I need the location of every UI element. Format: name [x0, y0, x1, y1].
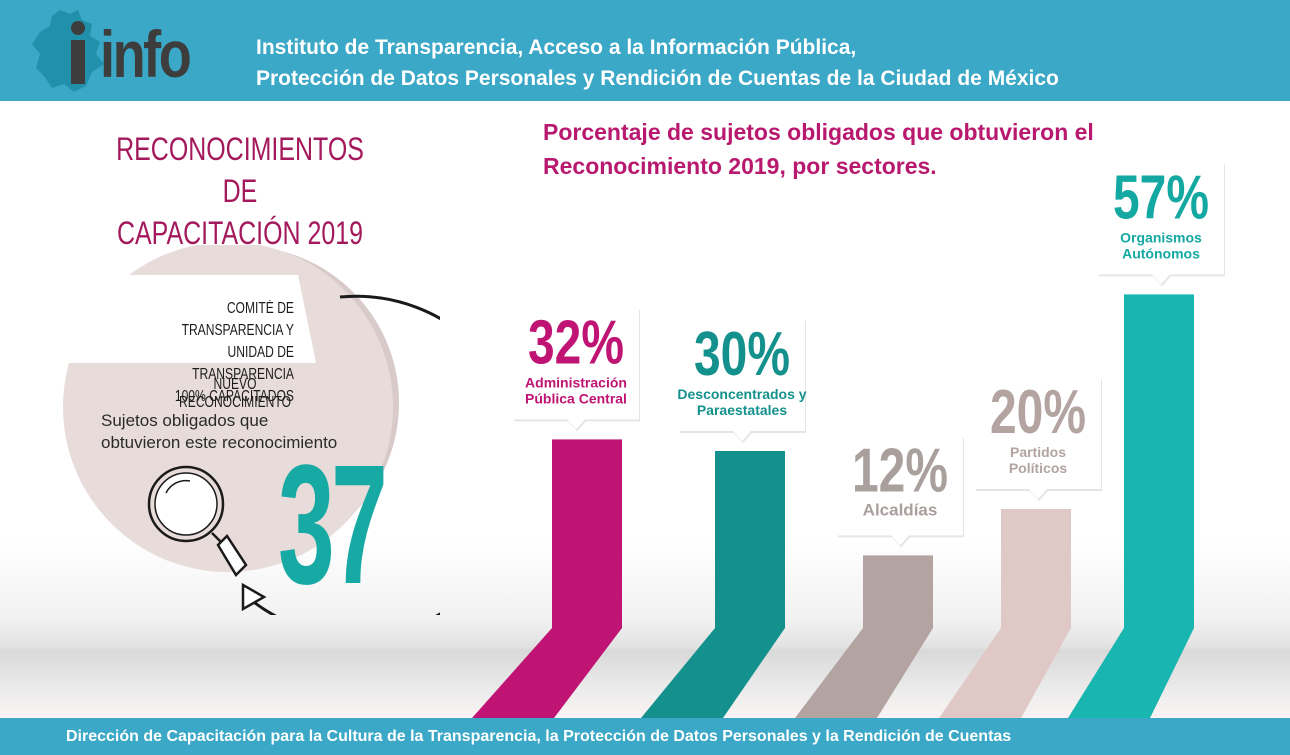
- header-title: Instituto de Transparencia, Acceso a la …: [256, 32, 1059, 94]
- category-label: Paraestatales: [697, 402, 788, 418]
- label-card: [837, 435, 963, 546]
- value-label: 20%: [990, 378, 1086, 447]
- value-label: 12%: [852, 436, 948, 505]
- value-label: 32%: [528, 308, 624, 377]
- committee-line1: COMITÉ DE TRANSPARENCIA Y: [181, 300, 294, 339]
- header-title-line1: Instituto de Transparencia, Acceso a la …: [256, 36, 857, 59]
- bar-floor-band: [795, 628, 933, 718]
- category-label: Desconcentrados y: [677, 386, 806, 402]
- value-label: 30%: [694, 320, 790, 389]
- label-card: [679, 319, 805, 441]
- info-logo-text: info: [100, 17, 192, 91]
- sujetos-line2: obtuvieron este reconocimiento: [101, 433, 338, 452]
- recognition-circle-graphic: [58, 245, 440, 615]
- category-label: Organismos: [1120, 229, 1202, 245]
- category-label: Políticos: [1009, 460, 1068, 476]
- label-card: [513, 307, 639, 430]
- total-sujetos-number: 37: [278, 430, 388, 620]
- arrow-head-icon: [241, 582, 267, 612]
- category-label: Partidos: [1010, 444, 1066, 460]
- footer-bar: Dirección de Capacitación para la Cultur…: [0, 718, 1290, 755]
- committee-text: COMITÉ DE TRANSPARENCIA Y UNIDAD DE TRAN…: [138, 298, 294, 408]
- label-card: [975, 377, 1101, 499]
- committee-white-band: [58, 275, 316, 363]
- category-label: Alcaldías: [863, 500, 938, 519]
- bar: [1001, 509, 1071, 628]
- category-label: Administración: [525, 374, 627, 390]
- magnifier-icon: [147, 465, 248, 578]
- chart-title-line1: Porcentaje de sujetos obligados que obtu…: [543, 119, 1094, 145]
- cdmx-map-logo-icon: [32, 10, 104, 92]
- bar: [1124, 294, 1194, 628]
- footer-text: Dirección de Capacitación para la Cultur…: [66, 728, 1012, 745]
- label-card: [1098, 162, 1224, 285]
- header-title-line2: Protección de Datos Personales y Rendici…: [256, 67, 1059, 90]
- chart-title: Porcentaje de sujetos obligados que obtu…: [543, 115, 1243, 183]
- chart-title-line2: Reconocimiento 2019, por sectores.: [543, 153, 937, 179]
- bar: [715, 451, 785, 628]
- bar-floor-band: [1068, 628, 1194, 718]
- sujetos-obligados-label: Sujetos obligados que obtuvieron este re…: [101, 410, 371, 454]
- committee-line3: 100% CAPACITADOS: [174, 388, 294, 405]
- value-label: 57%: [1113, 163, 1209, 232]
- recognition-title: RECONOCIMIENTOS DE CAPACITACIÓN 2019: [100, 128, 381, 254]
- header-bar: info Instituto de Transparencia, Acceso …: [0, 0, 1290, 101]
- bar: [863, 555, 933, 628]
- bar: [552, 439, 622, 628]
- committee-line2: UNIDAD DE TRANSPARENCIA: [192, 344, 294, 383]
- new-recognition-label: NUEVO RECONOCIMIENTO: [179, 376, 291, 411]
- recognition-title-line1: RECONOCIMIENTOS DE: [116, 131, 364, 209]
- category-label: Autónomos: [1122, 245, 1200, 261]
- category-label: Pública Central: [525, 390, 627, 406]
- sujetos-line1: Sujetos obligados que: [101, 411, 269, 430]
- bar-floor-band: [641, 628, 785, 718]
- bar-floor-band: [472, 628, 622, 718]
- bar-floor-band: [939, 628, 1071, 718]
